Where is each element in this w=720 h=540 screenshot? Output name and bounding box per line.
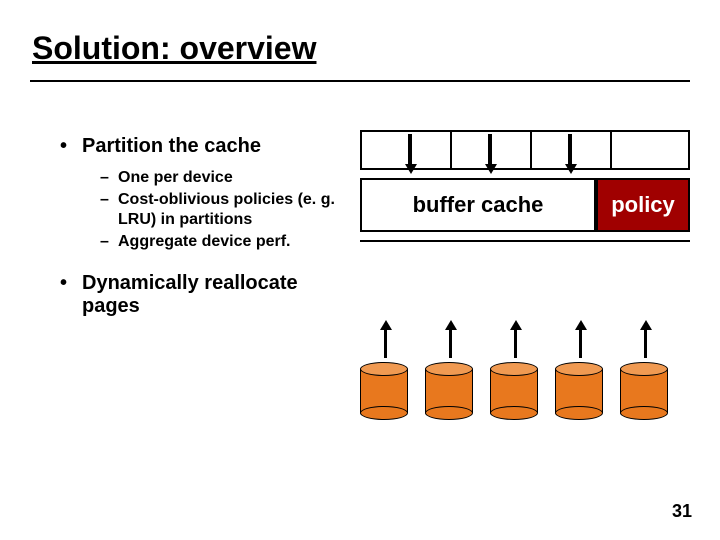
page-number: 31	[672, 501, 692, 522]
top-partition-row	[360, 130, 690, 170]
device-cylinder-icon	[425, 362, 473, 420]
partition-divider	[530, 130, 532, 170]
device-cylinder-icon	[620, 362, 668, 420]
down-arrow-icon	[485, 134, 495, 174]
up-arrow-icon	[640, 320, 650, 358]
partition-divider	[450, 130, 452, 170]
down-arrow-icon	[565, 134, 575, 174]
title-underline	[30, 80, 690, 82]
slide-title: Solution: overview	[0, 0, 720, 67]
down-arrow-icon	[405, 134, 415, 174]
buffer-cache-box: buffer cache	[360, 178, 596, 232]
cache-underline	[360, 240, 690, 242]
bullet-aggregate-perf: Aggregate device perf.	[100, 232, 360, 252]
partition-divider	[610, 130, 612, 170]
devices-row	[360, 320, 690, 440]
bullet-cost-oblivious: Cost-oblivious policies (e. g. LRU) in p…	[100, 190, 360, 230]
device-cylinder-icon	[360, 362, 408, 420]
up-arrow-icon	[510, 320, 520, 358]
policy-box: policy	[596, 178, 690, 232]
up-arrow-icon	[380, 320, 390, 358]
device-cylinder-icon	[555, 362, 603, 420]
bullet-list: Partition the cache One per device Cost-…	[60, 135, 360, 328]
bullet-partition-cache: Partition the cache	[60, 135, 360, 158]
up-arrow-icon	[575, 320, 585, 358]
device-cylinder-icon	[490, 362, 538, 420]
up-arrow-icon	[445, 320, 455, 358]
cache-row: buffer cache policy	[360, 178, 690, 232]
bullet-one-per-device: One per device	[100, 168, 360, 188]
bullet-dynamic-realloc: Dynamically reallocate pages	[60, 272, 360, 318]
cache-diagram: buffer cache policy	[360, 130, 700, 450]
